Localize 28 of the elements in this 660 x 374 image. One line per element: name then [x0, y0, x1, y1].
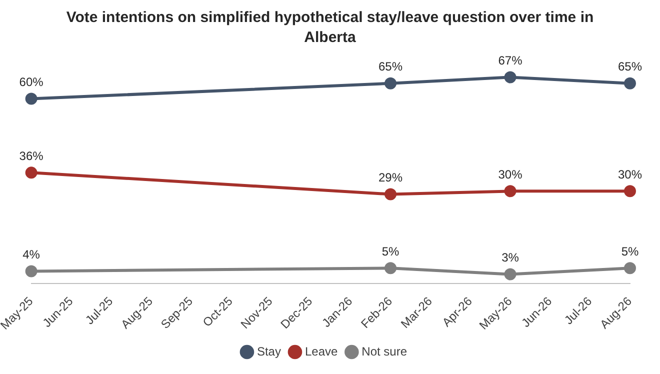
data-label: 30% — [618, 167, 642, 182]
point — [384, 188, 397, 200]
data-label: 60% — [19, 75, 44, 90]
point — [504, 185, 516, 198]
data-label: 65% — [378, 60, 403, 74]
legend-label: Not sure — [362, 344, 408, 358]
point — [624, 185, 636, 198]
data-label: 30% — [498, 167, 523, 182]
point — [384, 262, 397, 274]
legend-label: Stay — [256, 344, 281, 358]
data-label: 3% — [502, 250, 520, 265]
point — [384, 77, 397, 90]
point — [25, 92, 38, 105]
data-label: 5% — [621, 244, 639, 258]
point — [25, 166, 38, 179]
point — [504, 71, 516, 84]
data-label: 29% — [378, 170, 403, 185]
data-label: 67% — [498, 54, 523, 68]
data-label: 65% — [618, 60, 642, 74]
point — [25, 265, 38, 278]
point — [624, 262, 636, 274]
data-label: 36% — [19, 148, 44, 163]
data-label: 4% — [22, 248, 40, 262]
chart-title: Vote intentions on simplified hypothetical stay/leave question over time in Alberta — [65, 8, 595, 48]
data-label: 5% — [382, 244, 400, 258]
point — [504, 268, 516, 280]
legend-label: Leave — [304, 344, 338, 358]
point — [624, 77, 636, 90]
